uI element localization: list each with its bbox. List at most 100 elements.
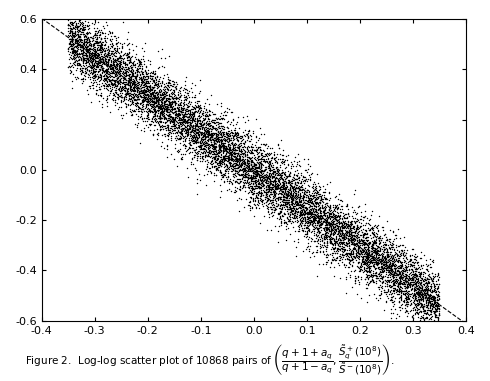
Point [184,107,192,113]
Point [150,116,158,122]
Point [136,60,144,66]
Point [315,195,322,201]
Point [305,227,313,233]
Point [399,274,407,280]
Point [283,203,291,210]
Point [376,235,384,241]
Point [212,130,220,136]
Point [128,69,136,75]
Point [157,122,165,128]
Point [323,251,331,257]
Point [381,246,389,252]
Point [68,43,76,49]
Point [312,231,320,237]
Point [122,88,129,94]
Point [91,69,98,75]
Point [106,72,114,78]
Point [425,292,433,298]
Point [270,155,278,161]
Point [350,236,358,242]
Point [69,29,76,35]
Point [282,190,290,196]
Point [84,35,92,42]
Point [104,68,112,74]
Point [237,140,245,146]
Point [196,118,204,124]
Point [237,135,245,141]
Point [433,281,441,287]
Point [190,113,197,119]
Point [130,81,138,87]
Point [196,145,204,151]
Point [301,231,309,237]
Point [83,39,91,45]
Point [241,179,249,185]
Point [105,56,113,62]
Point [276,171,284,177]
Point [415,293,423,299]
Point [183,128,191,134]
Point [252,182,260,188]
Point [76,65,84,71]
Point [406,252,414,258]
Point [370,248,378,255]
Point [166,111,174,117]
Point [274,178,282,184]
Point [350,241,358,247]
Point [405,277,413,283]
Point [205,147,213,154]
Point [156,123,164,130]
Point [147,61,154,67]
Point [397,289,405,295]
Point [146,101,154,107]
Point [291,210,299,216]
Point [358,237,366,243]
Point [220,129,228,135]
Point [411,306,418,312]
Point [180,134,188,140]
Point [303,216,311,222]
Point [201,154,209,160]
Point [229,171,237,177]
Point [416,273,424,279]
Point [79,31,87,37]
Point [112,53,120,59]
Point [385,288,392,294]
Point [186,124,194,130]
Point [118,54,126,61]
Point [244,179,251,185]
Point [278,189,286,195]
Point [97,27,105,33]
Point [251,169,259,175]
Point [290,213,298,219]
Point [396,288,404,294]
Point [184,126,192,132]
Point [414,288,422,294]
Point [175,115,183,121]
Point [406,258,414,264]
Point [219,148,227,154]
Point [170,120,177,126]
Point [84,43,92,49]
Point [408,279,416,285]
Point [289,178,296,184]
Point [274,196,282,202]
Point [171,98,179,104]
Point [398,288,406,294]
Point [323,218,331,224]
Point [436,303,443,309]
Point [172,94,179,101]
Point [260,182,268,189]
Point [94,42,102,48]
Point [77,67,85,73]
Point [305,173,313,179]
Point [212,147,220,153]
Point [272,170,280,176]
Point [385,249,392,255]
Point [189,113,197,119]
Point [222,149,230,155]
Point [131,75,139,81]
Point [255,163,263,170]
Point [171,105,179,111]
Point [325,213,333,219]
